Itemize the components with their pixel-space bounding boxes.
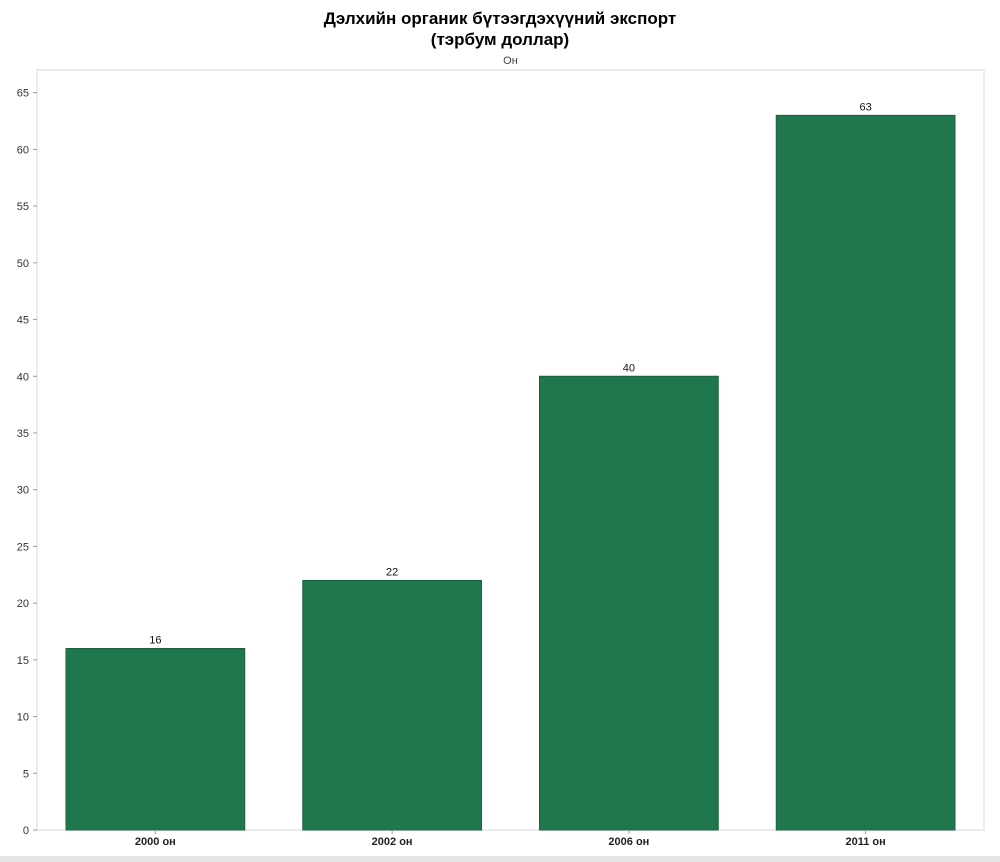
bar	[539, 375, 719, 831]
bar-value-label: 22	[386, 566, 398, 578]
y-axis-tick-label: 25	[17, 541, 29, 553]
y-axis-tick-label: 50	[17, 258, 29, 270]
bar-value-label: 16	[149, 635, 161, 647]
bottom-scroll-strip	[0, 856, 1000, 862]
y-axis-tick-label: 65	[17, 88, 29, 100]
chart-title-line-2: (тэрбум доллар)	[430, 30, 570, 49]
y-axis-tick-label: 45	[17, 315, 29, 327]
y-axis-tick-label: 35	[17, 428, 29, 440]
chart-title-line-1: Дэлхийн органик бүтээгдэхүүний экспорт	[323, 9, 677, 28]
y-axis-tick-label: 5	[23, 768, 29, 780]
y-axis-tick-label: 10	[17, 712, 29, 724]
y-axis-tick-label: 20	[17, 598, 29, 610]
y-axis-tick-label: 0	[23, 825, 29, 837]
y-axis-tick-label: 55	[17, 201, 29, 213]
chart-title: Дэлхийн органик бүтээгдэхүүний экспорт (…	[0, 8, 1000, 50]
bar	[302, 579, 482, 831]
y-axis-tick-label: 60	[17, 144, 29, 156]
bar	[65, 648, 246, 831]
column-header-label: Он	[503, 55, 518, 67]
bar-value-label: 40	[623, 362, 635, 374]
y-axis-tick-label: 40	[17, 371, 29, 383]
x-axis-category-label: 2011 он	[845, 836, 885, 848]
plot-frame	[36, 69, 985, 831]
x-axis-category-label: 2000 он	[135, 836, 176, 848]
bar-value-label: 63	[860, 101, 872, 113]
y-axis-tick-label: 15	[17, 655, 29, 667]
x-axis-category-label: 2006 он	[608, 836, 649, 848]
y-axis-tick-label: 30	[17, 485, 29, 497]
x-axis-category-label: 2002 он	[372, 836, 413, 848]
bar	[775, 114, 956, 831]
